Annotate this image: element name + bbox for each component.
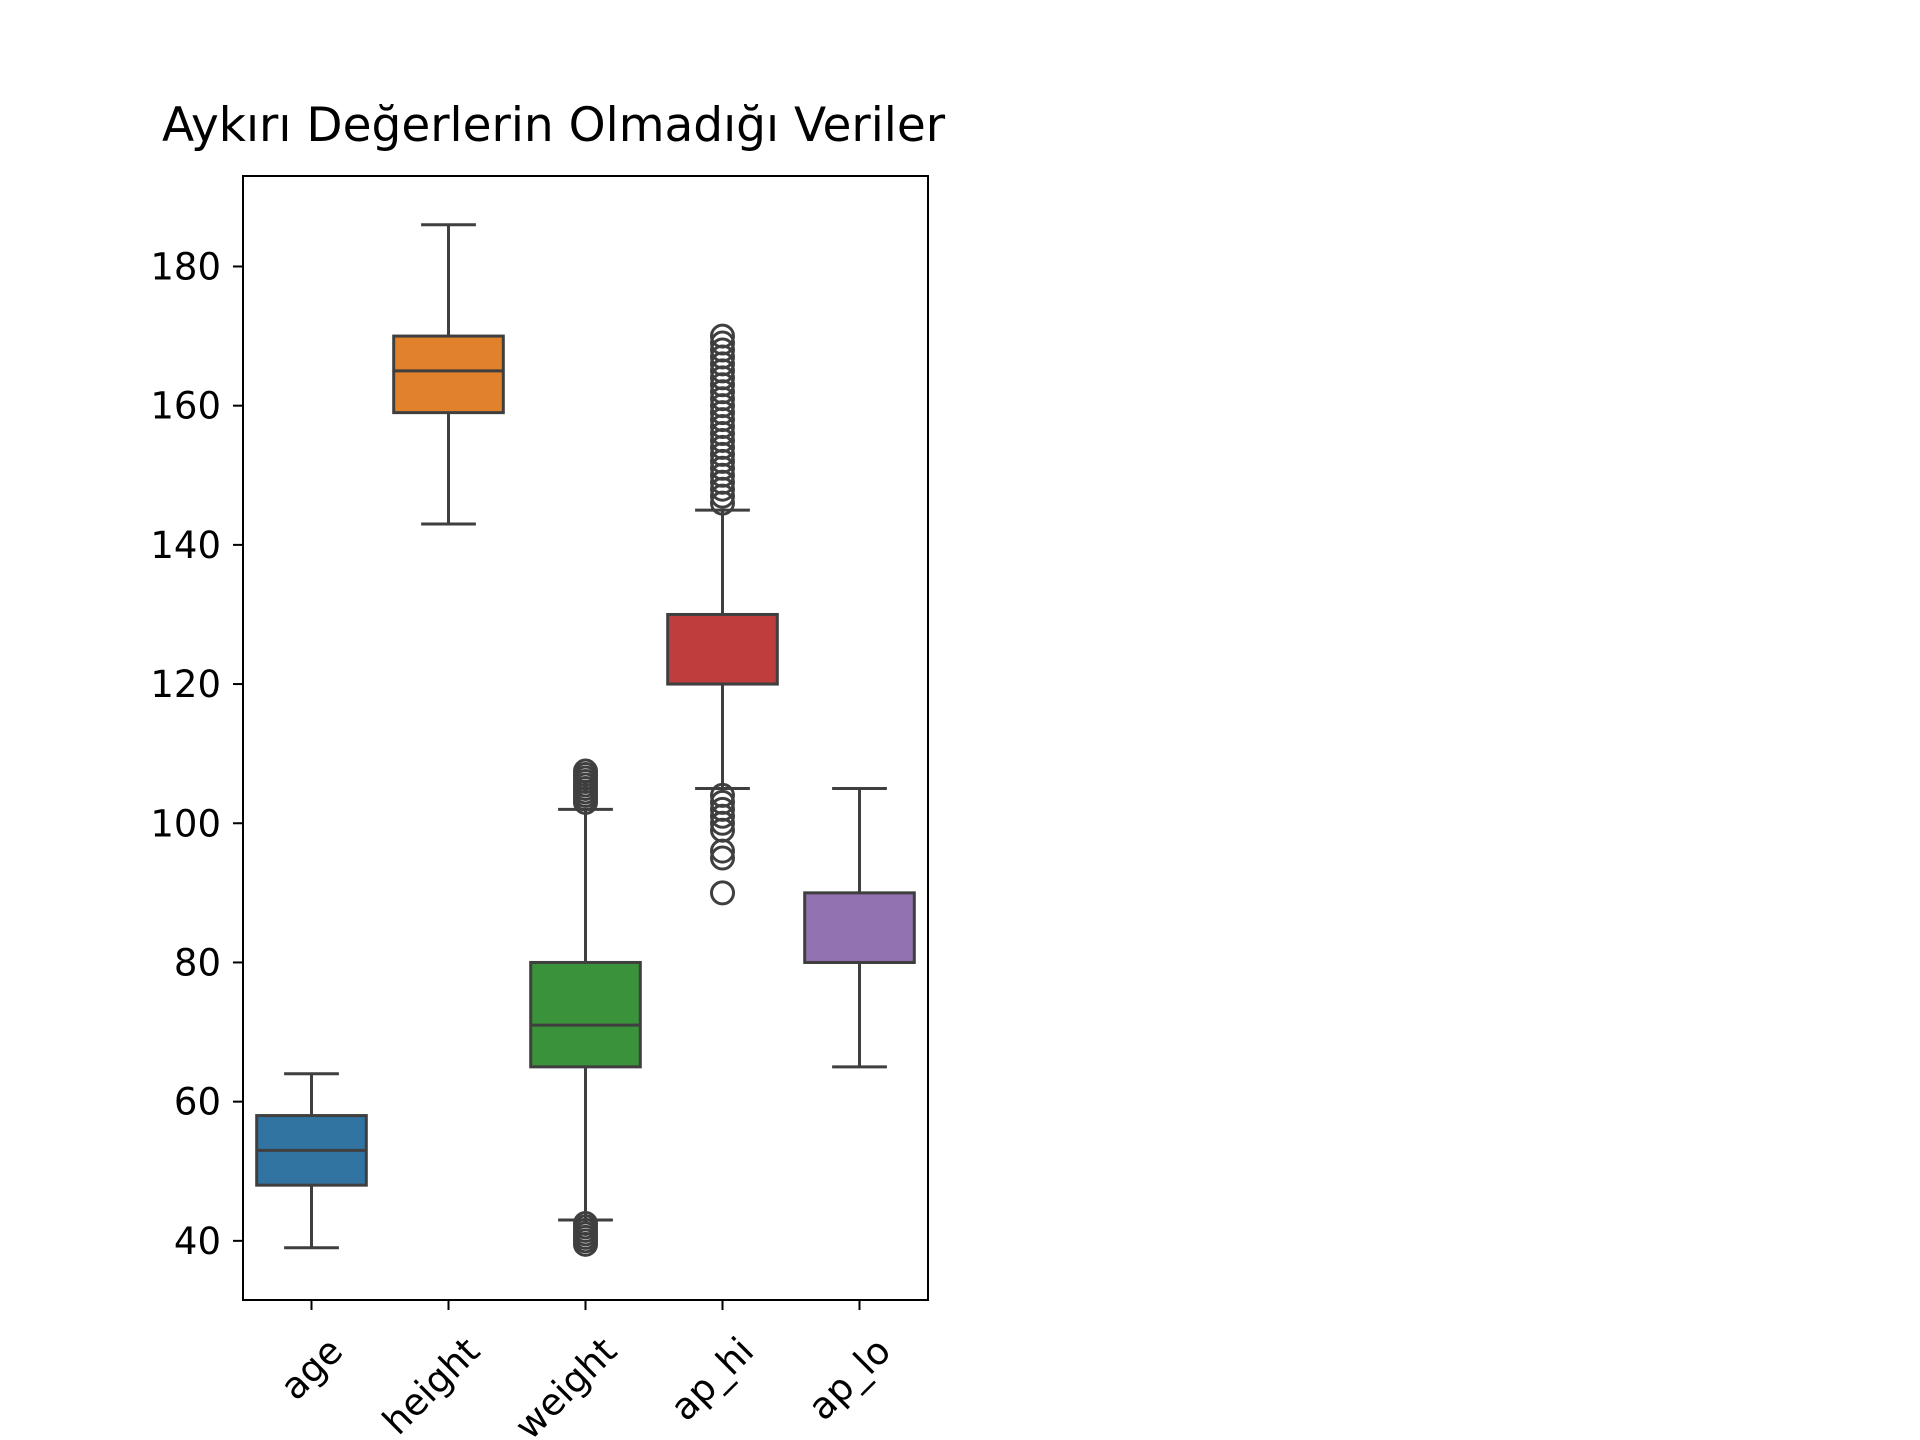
box-ap_lo bbox=[803, 891, 916, 964]
flier-ap_hi bbox=[710, 782, 735, 808]
flier-ap_hi bbox=[710, 323, 735, 349]
flier-weight bbox=[573, 1210, 598, 1236]
y-tick-label: 160 bbox=[150, 385, 221, 428]
y-tick-label: 100 bbox=[150, 802, 221, 845]
flier-ap_hi bbox=[710, 845, 735, 871]
chart-title: Aykırı Değerlerin Olmadığı Veriler bbox=[162, 98, 946, 153]
box-group-weight bbox=[529, 758, 642, 1257]
x-tick-label-ap_hi: ap_hi bbox=[662, 1329, 762, 1429]
y-tick-label: 60 bbox=[174, 1081, 221, 1124]
box-group-ap_lo bbox=[803, 786, 916, 1069]
box-weight bbox=[529, 960, 642, 1069]
x-tick-label-weight: weight bbox=[506, 1329, 625, 1440]
y-tick-label: 40 bbox=[174, 1220, 221, 1263]
x-tick-label-ap_lo: ap_lo bbox=[800, 1329, 899, 1428]
box-group-height bbox=[392, 223, 505, 526]
x-tick-label-height: height bbox=[374, 1329, 488, 1440]
flier-ap_hi bbox=[710, 789, 735, 815]
box-group-age bbox=[255, 1072, 368, 1250]
x-tick-label-age: age bbox=[272, 1329, 351, 1408]
box-height bbox=[392, 334, 505, 415]
y-tick-label: 80 bbox=[174, 941, 221, 984]
x-axis: age height weight ap_hi ap_lo bbox=[272, 1300, 899, 1440]
flier-ap_hi bbox=[710, 330, 735, 356]
box-ap_hi bbox=[666, 612, 779, 686]
flier-weight bbox=[573, 758, 598, 784]
box-group-ap_hi bbox=[666, 323, 779, 906]
y-tick-label: 140 bbox=[150, 524, 221, 567]
flier-ap_hi bbox=[710, 337, 735, 363]
flier-ap_hi bbox=[710, 880, 735, 906]
flier-ap_hi bbox=[710, 796, 735, 822]
y-tick-label: 120 bbox=[150, 663, 221, 706]
y-tick-label: 180 bbox=[150, 245, 221, 288]
boxes-layer bbox=[255, 223, 916, 1257]
y-axis: 40 60 80 100 120 140 160 180 bbox=[150, 245, 243, 1263]
